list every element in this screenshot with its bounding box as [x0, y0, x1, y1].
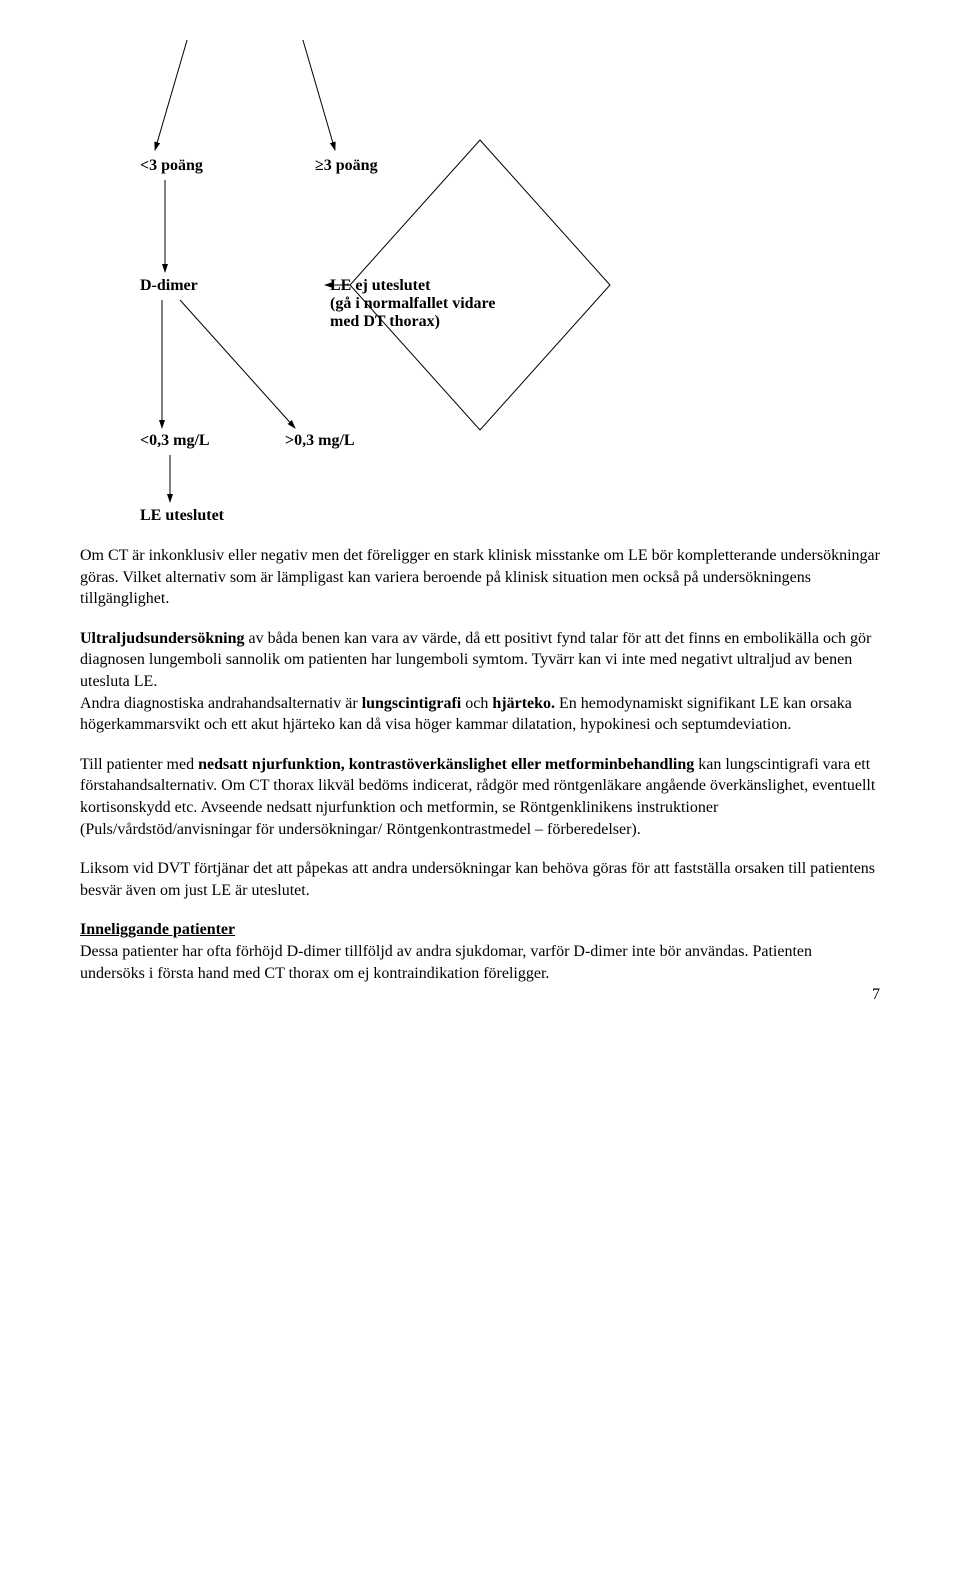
node-ej3: med DT thorax) — [330, 313, 440, 330]
paragraph-1: Om CT är inkonklusiv eller negativ men d… — [80, 545, 880, 610]
p2-bold3: hjärteko. — [492, 695, 555, 712]
page-number: 7 — [872, 986, 880, 1004]
edge — [300, 40, 335, 150]
node-ej2: (gå i normalfallet vidare — [330, 295, 495, 312]
p3-t1: Till patienter med — [80, 756, 198, 773]
node-ge3: ≥3 poäng — [315, 157, 378, 174]
paragraph-5: Inneliggande patienter Dessa patienter h… — [80, 919, 880, 984]
edge — [180, 300, 295, 428]
node-ddimer: D-dimer — [140, 277, 198, 294]
p5-heading: Inneliggande patienter — [80, 921, 235, 938]
paragraph-2: Ultraljudsundersökning av båda benen kan… — [80, 628, 880, 736]
p2-t2: Andra diagnostiska andrahandsalternativ … — [80, 695, 362, 712]
p2-bold1: Ultraljudsundersökning — [80, 630, 245, 647]
document-page: <3 poäng ≥3 poäng D-dimer LE ej uteslute… — [0, 0, 960, 1024]
body-text: Om CT är inkonklusiv eller negativ men d… — [80, 545, 880, 984]
node-uteslutet: LE uteslutet — [140, 507, 225, 524]
p5-body: Dessa patienter har ofta förhöjd D-dimer… — [80, 943, 812, 982]
paragraph-4: Liksom vid DVT förtjänar det att påpekas… — [80, 858, 880, 901]
p3-bold: nedsatt njurfunktion, kontrastöverkänsli… — [198, 756, 694, 773]
flowchart-svg: <3 poäng ≥3 poäng D-dimer LE ej uteslute… — [80, 40, 880, 545]
node-lt3: <3 poäng — [140, 157, 203, 174]
p2-bold2: lungscintigrafi — [362, 695, 462, 712]
p2-t3: och — [461, 695, 492, 712]
paragraph-3: Till patienter med nedsatt njurfunktion,… — [80, 754, 880, 840]
edge — [155, 40, 190, 150]
node-gt03: >0,3 mg/L — [285, 432, 355, 449]
node-lt03: <0,3 mg/L — [140, 432, 210, 449]
